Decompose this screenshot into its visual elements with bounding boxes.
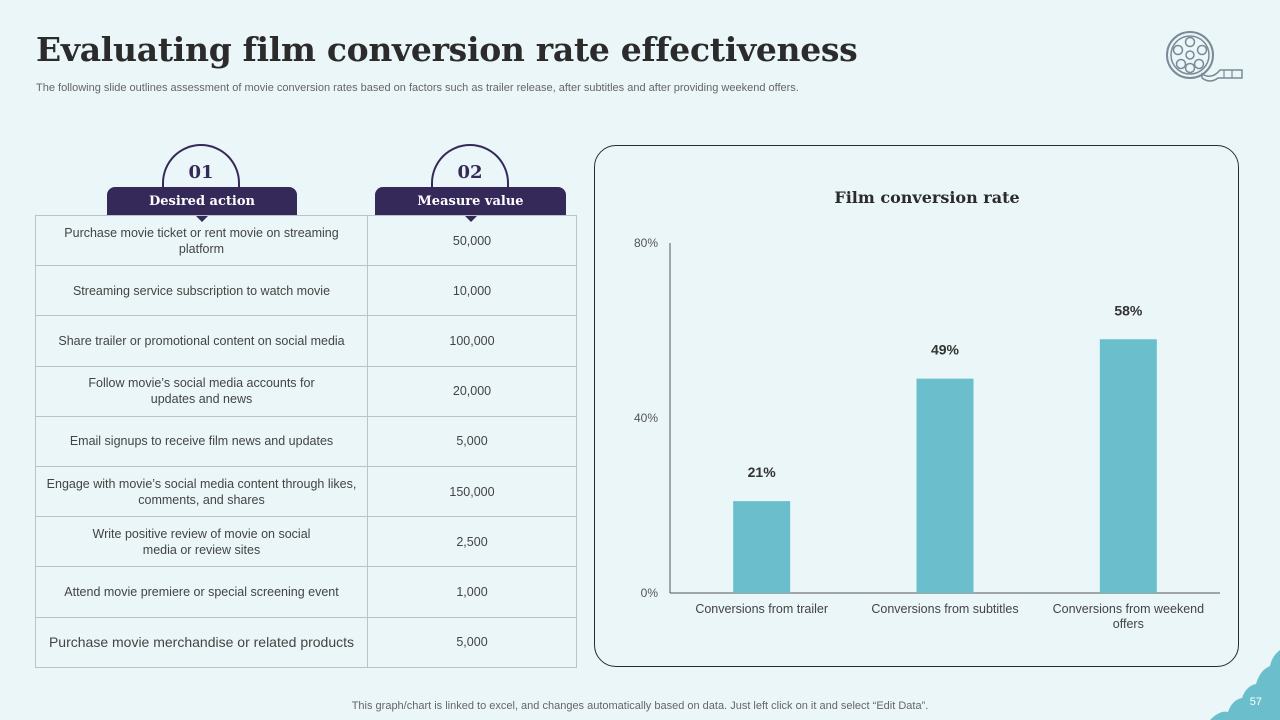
x-tick-label: Conversions from trailer <box>695 602 828 616</box>
header-measure-value: Measure value <box>375 187 566 222</box>
table-row: Purchase movie merchandise or related pr… <box>36 617 576 668</box>
x-tick-label: Conversions from subtitles <box>871 602 1018 616</box>
value-cell: 50,000 <box>452 233 492 248</box>
table-row: Engage with movie’s social media content… <box>36 466 576 518</box>
bar-value-label: 58% <box>1114 302 1143 318</box>
corner-decoration <box>1210 650 1280 720</box>
bar-value-label: 49% <box>931 342 960 358</box>
value-cell: 5,000 <box>456 635 488 650</box>
action-cell: Streaming service subscription to watch … <box>36 266 368 316</box>
value-cell: 10,000 <box>452 283 492 298</box>
slide-title: Evaluating film conversion rate effectiv… <box>36 30 858 69</box>
film-reel-icon <box>1166 31 1243 82</box>
action-cell: Purchase movie ticket or rent movie on s… <box>36 216 368 266</box>
table-row: Purchase movie ticket or rent movie on s… <box>36 216 576 267</box>
chart-title: Film conversion rate <box>834 188 1019 207</box>
bar[interactable] <box>1099 339 1157 593</box>
page-number: 57 <box>1249 696 1262 708</box>
value-cell: 1,000 <box>456 584 488 599</box>
action-cell: Share trailer or promotional content on … <box>36 316 368 366</box>
header-label: Measure value <box>417 194 524 209</box>
actions-table: Purchase movie ticket or rent movie on s… <box>35 215 577 668</box>
table-row: Write positive review of movie on social… <box>36 517 576 568</box>
value-cell: 100,000 <box>449 333 495 348</box>
value-cell: 150,000 <box>449 484 495 499</box>
footer-note: This graph/chart is linked to excel, and… <box>351 700 929 712</box>
header-number-2: 02 <box>431 144 509 188</box>
action-cell: Attend movie premiere or special screeni… <box>36 567 368 617</box>
action-cell: Follow movie’s social media accounts for… <box>36 366 368 416</box>
y-tick-label: 40% <box>634 411 658 425</box>
table-row: Follow movie’s social media accounts for… <box>36 366 576 417</box>
table-row: Email signups to receive film news and u… <box>36 416 576 467</box>
value-cell: 5,000 <box>456 434 488 449</box>
table-row: Share trailer or promotional content on … <box>36 316 576 367</box>
header-label: Desired action <box>149 194 255 209</box>
action-cell: Write positive review of movie on social… <box>36 517 368 567</box>
value-cell: 20,000 <box>452 384 492 399</box>
y-tick-label: 80% <box>634 236 658 250</box>
bar-value-label: 21% <box>748 464 777 480</box>
bar[interactable] <box>733 501 791 593</box>
action-cell: Purchase movie merchandise or related pr… <box>36 617 368 667</box>
x-tick-label: Conversions from weekend offers <box>1053 602 1205 631</box>
header-number-1: 01 <box>162 144 240 188</box>
conversion-bar-chart[interactable]: Film conversion rate 0%40%80% 21%49%58% … <box>594 145 1239 667</box>
action-cell: Email signups to receive film news and u… <box>36 416 368 466</box>
value-cell: 2,500 <box>456 534 488 549</box>
slide-subtitle: The following slide outlines assessment … <box>36 82 799 94</box>
y-tick-label: 0% <box>641 586 659 600</box>
table-row: Streaming service subscription to watch … <box>36 266 576 317</box>
header-desired-action: Desired action <box>107 187 297 222</box>
action-cell: Engage with movie’s social media content… <box>36 466 368 517</box>
bar[interactable] <box>916 378 974 593</box>
table-row: Attend movie premiere or special screeni… <box>36 567 576 618</box>
chart-panel <box>594 145 1239 667</box>
